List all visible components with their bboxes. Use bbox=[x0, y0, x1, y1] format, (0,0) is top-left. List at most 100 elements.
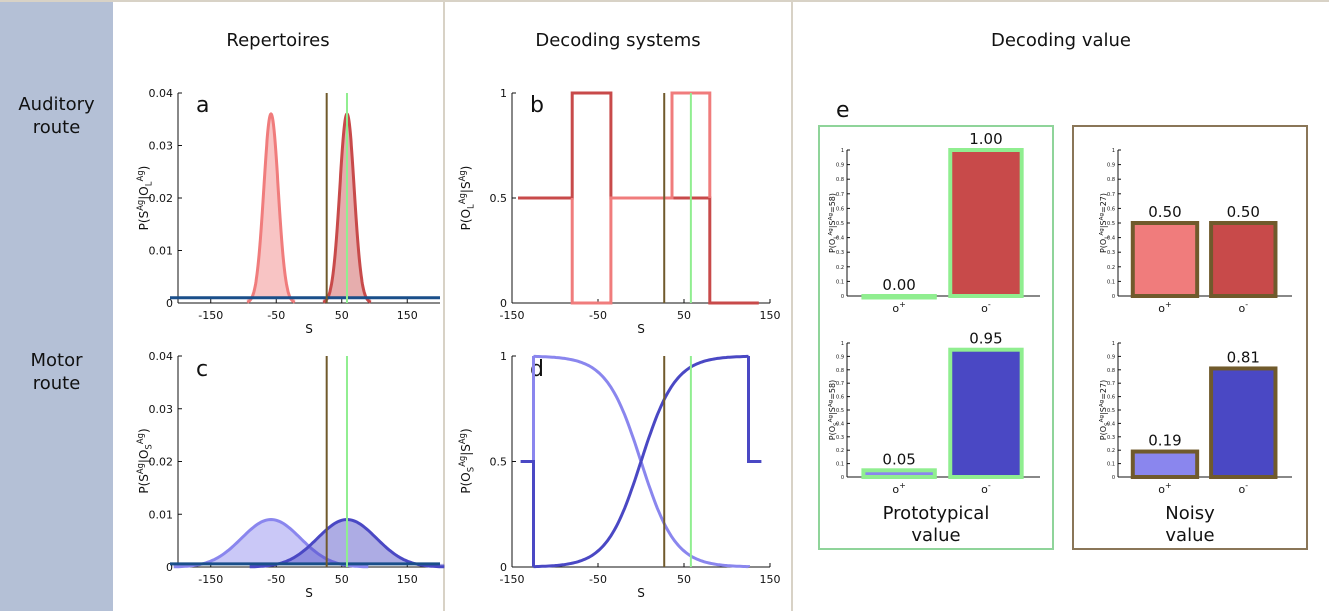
y-tick-label: 0 bbox=[841, 294, 844, 300]
y-tick-label: 0.04 bbox=[149, 87, 174, 100]
distribution-fill-light_red bbox=[247, 114, 295, 303]
y-tick-label: 0.5 bbox=[1107, 221, 1115, 227]
y-tick-label: 0.5 bbox=[836, 408, 844, 414]
x-tick-label: 150 bbox=[760, 573, 781, 586]
y-tick-label: 0.5 bbox=[836, 221, 844, 227]
y-tick-label: 0.3 bbox=[836, 250, 844, 256]
row-label-stripe bbox=[0, 0, 113, 611]
decoder-line-dark_blue bbox=[520, 354, 762, 569]
data-label: 1.00 bbox=[969, 130, 1002, 148]
x-tick-label: o+ bbox=[1158, 481, 1171, 496]
x-tick-label: -150 bbox=[198, 573, 223, 586]
y-tick-label: 0.6 bbox=[836, 206, 844, 212]
x-tick-label: -50 bbox=[267, 573, 285, 586]
y-tick-label: 0.1 bbox=[836, 462, 844, 468]
top-divider bbox=[0, 0, 1329, 2]
data-label: 0.50 bbox=[1148, 203, 1181, 221]
y-axis-label: P(OSAg|SAg) bbox=[457, 428, 475, 493]
y-tick-label: 1 bbox=[500, 350, 507, 363]
y-tick-label: 0.7 bbox=[1107, 192, 1115, 198]
y-tick-label: 0.7 bbox=[836, 192, 844, 198]
data-label: 0.50 bbox=[1227, 203, 1260, 221]
y-tick-label: 1 bbox=[841, 341, 844, 347]
panel-letter-b: b bbox=[530, 93, 544, 118]
y-tick-label: 0.4 bbox=[1107, 421, 1115, 427]
y-tick-label: 0.7 bbox=[1107, 381, 1115, 387]
x-tick-label: -50 bbox=[589, 309, 607, 322]
y-tick-label: 0.01 bbox=[149, 508, 174, 521]
bar-o+ bbox=[1130, 449, 1200, 480]
y-tick-label: 0.6 bbox=[1107, 395, 1115, 401]
decoder-line-light_blue bbox=[532, 354, 750, 569]
x-tick-label: 50 bbox=[677, 309, 691, 322]
bar-o+ bbox=[861, 468, 937, 479]
y-tick-label: 0.7 bbox=[836, 381, 844, 387]
header-decoding-systems: Decoding systems bbox=[535, 30, 701, 51]
x-axis-label: S bbox=[305, 322, 313, 336]
box-label-line: Prototypical bbox=[882, 503, 990, 524]
y-tick-label: 0.3 bbox=[1107, 250, 1115, 256]
x-axis-label: S bbox=[305, 586, 313, 600]
box-label-line: value bbox=[911, 525, 961, 546]
x-tick-label: o- bbox=[1238, 300, 1248, 315]
y-tick-label: 0.5 bbox=[490, 456, 508, 469]
y-tick-label: 0.8 bbox=[836, 177, 844, 183]
y-axis-label: P(SAg|OLAg) bbox=[135, 166, 153, 231]
y-tick-label: 0.4 bbox=[836, 236, 844, 242]
y-tick-label: 0.4 bbox=[1107, 236, 1115, 242]
x-tick-label: o- bbox=[981, 481, 991, 496]
y-tick-label: 0.02 bbox=[149, 192, 174, 205]
prototypical-value-box bbox=[818, 125, 1054, 550]
y-tick-label: 0 bbox=[1112, 475, 1115, 481]
y-tick-label: 0.1 bbox=[1107, 279, 1115, 285]
row-label-line: route bbox=[32, 373, 81, 394]
y-axis-label: P(OLAg|SAg) bbox=[457, 166, 475, 231]
data-label: 0.00 bbox=[882, 276, 915, 294]
y-axis-label-text: P(SAg|OSAg) bbox=[135, 428, 153, 493]
y-tick-label: 0.8 bbox=[1107, 177, 1115, 183]
y-tick-label: 0 bbox=[1112, 294, 1115, 300]
header-decoding-value: Decoding value bbox=[991, 30, 1131, 51]
y-tick-label: 0.04 bbox=[149, 350, 174, 363]
noisy-value-box bbox=[1072, 125, 1308, 550]
bar-o+ bbox=[1130, 221, 1200, 298]
y-tick-label: 0 bbox=[166, 561, 173, 574]
x-tick-label: -150 bbox=[500, 309, 525, 322]
y-tick-label: 0.03 bbox=[149, 403, 174, 416]
y-tick-label: 1 bbox=[841, 148, 844, 154]
y-tick-label: 0 bbox=[500, 297, 507, 310]
y-axis-label-text: P(OSAg|SAg=58) bbox=[828, 380, 840, 440]
decoder-line-light_red bbox=[570, 91, 712, 305]
data-label: 0.95 bbox=[969, 330, 1002, 348]
y-tick-label: 0.5 bbox=[490, 192, 508, 205]
y-tick-label: 0.3 bbox=[836, 435, 844, 441]
row-label-auditory: Auditory route bbox=[0, 93, 113, 139]
x-tick-label: 150 bbox=[760, 309, 781, 322]
y-axis-label-text: P(OSAg|SAg) bbox=[457, 428, 475, 493]
y-axis-label: P(OLAg|SAg=58) bbox=[828, 193, 840, 253]
y-tick-label: 0 bbox=[166, 297, 173, 310]
y-tick-label: 0 bbox=[841, 475, 844, 481]
y-tick-label: 1 bbox=[1112, 148, 1115, 154]
row-label-line: route bbox=[32, 117, 81, 138]
x-tick-label: 150 bbox=[397, 309, 418, 322]
y-axis-label: P(OLAg|SAg=27) bbox=[1099, 193, 1111, 253]
y-tick-label: 0.3 bbox=[1107, 435, 1115, 441]
bar-o- bbox=[1209, 366, 1278, 479]
data-label: 0.19 bbox=[1148, 432, 1181, 450]
y-tick-label: 0 bbox=[500, 561, 507, 574]
panel-letter-c: c bbox=[196, 357, 208, 382]
noisy-value-label: Noisy value bbox=[1072, 503, 1308, 547]
row-label-line: Motor bbox=[30, 350, 83, 371]
y-tick-label: 0.6 bbox=[1107, 206, 1115, 212]
y-axis-label-text: P(OLAg|SAg=27) bbox=[1099, 193, 1111, 253]
y-tick-label: 0.8 bbox=[836, 368, 844, 374]
box-label-line: Noisy bbox=[1165, 503, 1215, 524]
y-axis-label: P(OSAg|SAg=58) bbox=[828, 380, 840, 440]
x-tick-label: -150 bbox=[500, 573, 525, 586]
column-divider-1 bbox=[443, 0, 445, 611]
y-axis-label-text: P(OSAg|SAg=27) bbox=[1099, 380, 1111, 440]
decoder-line-dark_red bbox=[518, 91, 759, 305]
x-tick-label: o+ bbox=[892, 300, 905, 315]
